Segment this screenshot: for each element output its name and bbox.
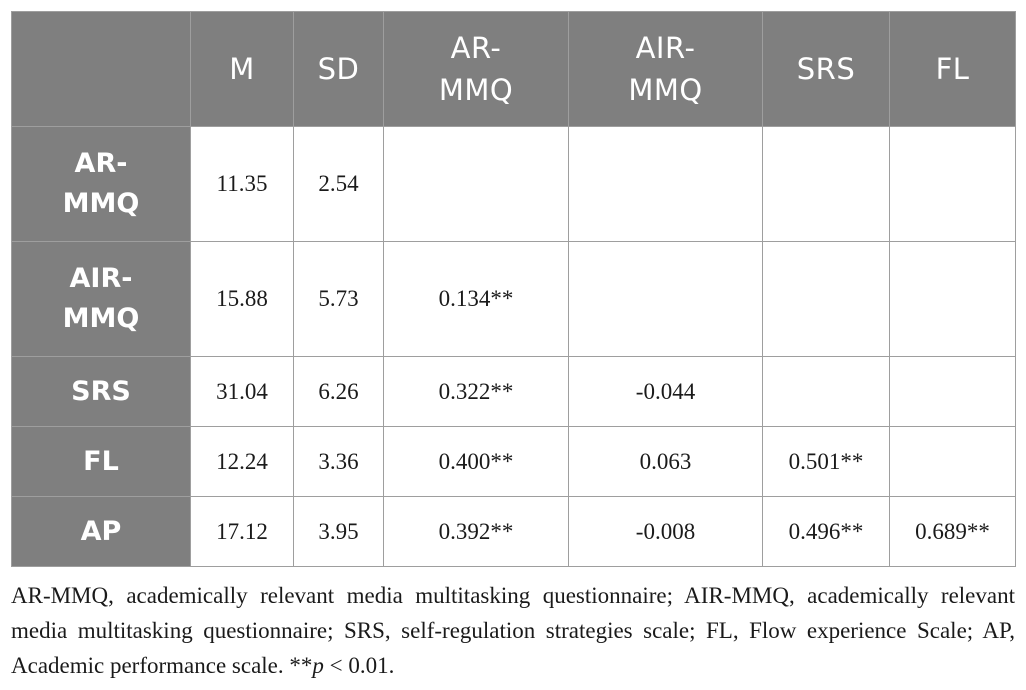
table-cell: 17.12 bbox=[190, 496, 294, 567]
table-cell: 5.73 bbox=[293, 241, 384, 357]
column-header-srs: SRS bbox=[762, 11, 890, 127]
table-cell: 6.26 bbox=[293, 356, 384, 427]
row-header-ap: AP bbox=[11, 496, 191, 567]
table-container: M SD AR- MMQ AIR- MMQ SRS FL AR- MMQ 11.… bbox=[11, 11, 1016, 567]
table-row: FL 12.24 3.36 0.400** 0.063 0.501** bbox=[11, 426, 1016, 497]
row-header-air-mmq: AIR- MMQ bbox=[11, 241, 191, 357]
table-cell: 0.689** bbox=[889, 496, 1016, 567]
header-corner-cell bbox=[11, 11, 191, 127]
table-row: SRS 31.04 6.26 0.322** -0.044 bbox=[11, 356, 1016, 427]
column-header-air-mmq: AIR- MMQ bbox=[568, 11, 763, 127]
table-cell: 0.063 bbox=[568, 426, 763, 497]
table-cell: 11.35 bbox=[190, 126, 294, 242]
table-cell: 0.322** bbox=[383, 356, 569, 427]
table-cell bbox=[889, 126, 1016, 242]
table-cell: 0.496** bbox=[762, 496, 890, 567]
table-cell: 2.54 bbox=[293, 126, 384, 242]
table-cell: 31.04 bbox=[190, 356, 294, 427]
table-cell bbox=[889, 241, 1016, 357]
table-row: AR- MMQ 11.35 2.54 bbox=[11, 126, 1016, 242]
column-header-m: M bbox=[190, 11, 294, 127]
table-cell: 12.24 bbox=[190, 426, 294, 497]
table-row: AIR- MMQ 15.88 5.73 0.134** bbox=[11, 241, 1016, 357]
table-cell: -0.008 bbox=[568, 496, 763, 567]
table-cell bbox=[383, 126, 569, 242]
table-cell bbox=[762, 241, 890, 357]
table-cell: 0.134** bbox=[383, 241, 569, 357]
row-header-fl: FL bbox=[11, 426, 191, 497]
table-cell: 15.88 bbox=[190, 241, 294, 357]
table-cell bbox=[568, 126, 763, 242]
row-header-ar-mmq: AR- MMQ bbox=[11, 126, 191, 242]
row-header-srs: SRS bbox=[11, 356, 191, 427]
table-cell: -0.044 bbox=[568, 356, 763, 427]
table-cell bbox=[889, 426, 1016, 497]
table-cell: 0.392** bbox=[383, 496, 569, 567]
column-header-sd: SD bbox=[293, 11, 384, 127]
column-header-fl: FL bbox=[889, 11, 1016, 127]
footnote-text: AR-MMQ, academically relevant media mult… bbox=[11, 583, 1015, 678]
table-cell: 3.36 bbox=[293, 426, 384, 497]
table-header-row: M SD AR- MMQ AIR- MMQ SRS FL bbox=[11, 11, 1016, 127]
table-cell: 0.400** bbox=[383, 426, 569, 497]
table-cell: 0.501** bbox=[762, 426, 890, 497]
footnote-p-symbol: p bbox=[312, 653, 324, 678]
table-footnote: AR-MMQ, academically relevant media mult… bbox=[11, 578, 1015, 683]
footnote-p-threshold: < 0.01. bbox=[323, 653, 395, 678]
table-cell bbox=[762, 126, 890, 242]
table-cell bbox=[889, 356, 1016, 427]
correlation-table: M SD AR- MMQ AIR- MMQ SRS FL AR- MMQ 11.… bbox=[11, 11, 1016, 567]
table-cell bbox=[568, 241, 763, 357]
table-cell bbox=[762, 356, 890, 427]
table-row: AP 17.12 3.95 0.392** -0.008 0.496** 0.6… bbox=[11, 496, 1016, 567]
column-header-ar-mmq: AR- MMQ bbox=[383, 11, 569, 127]
table-cell: 3.95 bbox=[293, 496, 384, 567]
